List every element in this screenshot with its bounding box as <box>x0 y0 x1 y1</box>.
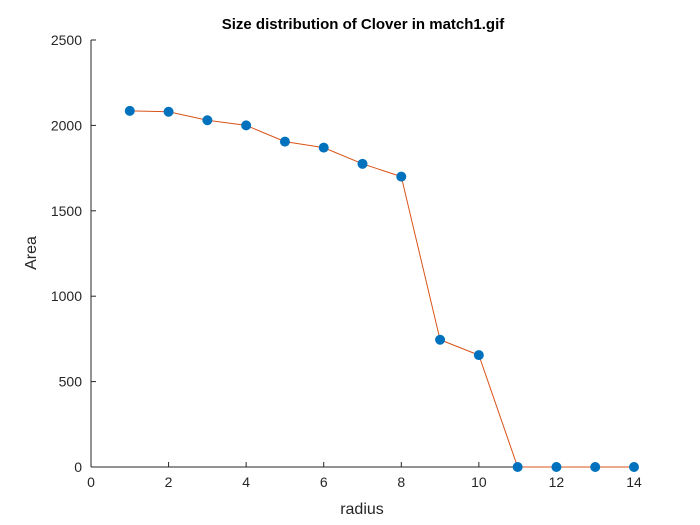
data-point <box>590 462 601 472</box>
data-point <box>512 462 523 472</box>
x-tick-label: 6 <box>320 474 328 490</box>
data-point <box>279 136 290 147</box>
data-point <box>202 115 213 126</box>
data-point <box>551 462 562 472</box>
x-tick-label: 14 <box>626 474 642 490</box>
y-tick-label: 1000 <box>51 288 82 304</box>
y-tick-label: 0 <box>74 459 82 475</box>
x-tick-label: 2 <box>165 474 173 490</box>
x-axis-ticks: 0 2 4 6 8 10 12 14 <box>87 462 642 490</box>
data-point <box>357 158 368 169</box>
x-tick-label: 4 <box>242 474 250 490</box>
data-point <box>435 334 446 345</box>
x-tick-label: 0 <box>87 474 95 490</box>
x-tick-label: 8 <box>397 474 405 490</box>
data-point <box>163 106 174 117</box>
data-point <box>473 350 484 361</box>
y-axis-ticks: 0 500 1000 1500 2000 2500 <box>51 32 96 475</box>
y-tick-label: 2500 <box>51 32 82 48</box>
y-axis-label: Area <box>23 236 40 270</box>
y-tick-label: 1500 <box>51 203 82 219</box>
chart-title: Size distribution of Clover in match1.gi… <box>222 16 506 33</box>
data-point <box>629 462 639 472</box>
x-tick-label: 12 <box>549 474 565 490</box>
x-tick-label: 10 <box>471 474 487 490</box>
y-tick-label: 500 <box>59 374 83 390</box>
data-point <box>318 142 329 153</box>
data-point <box>124 105 135 116</box>
y-tick-label: 2000 <box>51 117 82 133</box>
data-point <box>241 120 252 131</box>
series-line <box>129 110 634 468</box>
x-axis-label: radius <box>340 501 384 518</box>
data-point <box>396 171 407 182</box>
series-group <box>124 105 639 472</box>
